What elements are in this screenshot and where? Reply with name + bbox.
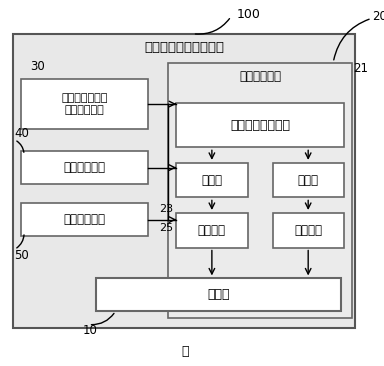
Text: 全桥移相感应加热装置: 全桥移相感应加热装置 [144,41,224,54]
Text: 外围电路: 外围电路 [198,224,226,237]
Text: 外围电路: 外围电路 [294,224,322,237]
Text: 30: 30 [30,60,45,73]
Text: 频率跟踪电路: 频率跟踪电路 [64,213,106,226]
Bar [176,103,344,147]
Text: 25: 25 [159,223,173,233]
Text: 限流保护及功率
调节控制电路: 限流保护及功率 调节控制电路 [61,93,108,115]
Text: 驱动器: 驱动器 [201,173,222,187]
Text: 图: 图 [181,345,189,358]
Bar [21,151,148,184]
Text: 过流保护电路: 过流保护电路 [64,161,106,174]
Text: 23: 23 [159,204,173,214]
Bar [176,213,248,247]
Bar [21,79,148,129]
Text: 20: 20 [372,10,384,23]
Text: 50: 50 [15,249,29,262]
Bar [96,279,341,311]
Text: 全桥移相控制单元: 全桥移相控制单元 [230,119,290,132]
Text: 驱动器: 驱动器 [298,173,319,187]
Bar [21,203,148,236]
Bar [273,163,344,197]
Text: 10: 10 [83,324,98,337]
Bar [176,163,248,197]
Bar [13,34,355,328]
Bar [167,63,353,318]
Text: 100: 100 [237,8,260,21]
Text: 40: 40 [15,127,29,141]
Text: 驱动控制电路: 驱动控制电路 [239,70,281,83]
Text: 21: 21 [353,62,369,75]
Bar [273,213,344,247]
Text: 主电路: 主电路 [207,288,230,301]
